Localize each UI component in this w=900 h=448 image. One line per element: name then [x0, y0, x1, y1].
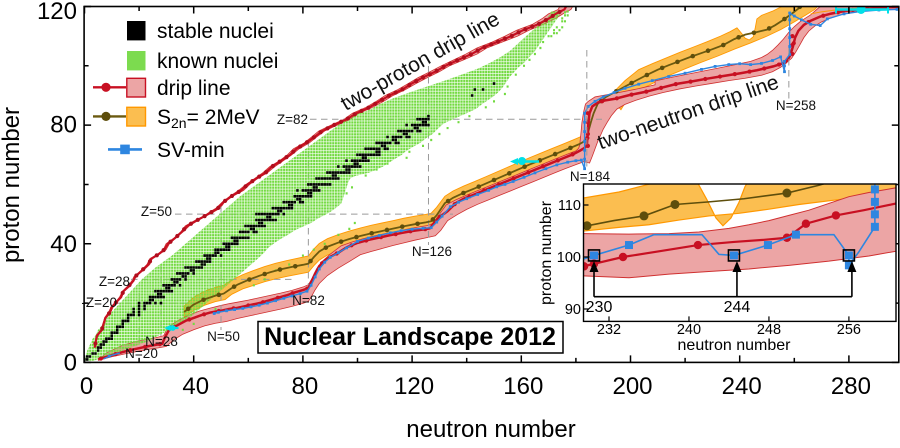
svg-text:240: 240 [677, 322, 701, 338]
svg-text:proton number: proton number [538, 200, 555, 305]
svg-text:244: 244 [724, 299, 751, 316]
svg-text:248: 248 [757, 322, 781, 338]
svg-text:0: 0 [80, 373, 93, 400]
svg-text:N=50: N=50 [207, 329, 240, 344]
svg-text:40: 40 [50, 231, 77, 258]
svg-text:drip line: drip line [157, 77, 231, 100]
svg-text:120: 120 [37, 0, 77, 25]
svg-text:232: 232 [597, 322, 621, 338]
svg-text:N=28: N=28 [145, 334, 178, 349]
svg-text:80: 80 [50, 112, 77, 139]
svg-text:100: 100 [557, 250, 581, 266]
svg-text:160: 160 [503, 373, 543, 400]
svg-text:N=82: N=82 [292, 293, 325, 308]
svg-text:280: 280 [831, 373, 871, 400]
svg-text:110: 110 [558, 198, 581, 214]
svg-text:200: 200 [612, 373, 652, 400]
svg-text:known nuclei: known nuclei [157, 50, 278, 73]
svg-text:neutron number: neutron number [406, 416, 575, 443]
svg-text:N=20: N=20 [125, 346, 158, 361]
svg-text:230: 230 [586, 299, 613, 316]
svg-text:Z=50: Z=50 [141, 204, 172, 219]
svg-text:N=184: N=184 [570, 169, 611, 184]
svg-text:240: 240 [722, 373, 762, 400]
svg-text:120: 120 [394, 373, 434, 400]
svg-text:neutron number: neutron number [678, 337, 792, 354]
svg-text:256: 256 [837, 322, 861, 338]
svg-text:stable nuclei: stable nuclei [157, 20, 274, 43]
svg-text:0: 0 [64, 349, 77, 376]
svg-text:N=126: N=126 [412, 244, 452, 259]
svg-text:Nuclear Landscape 2012: Nuclear Landscape 2012 [264, 323, 556, 351]
svg-text:proton number: proton number [0, 107, 25, 263]
svg-text:SV-min: SV-min [157, 139, 225, 162]
svg-text:N=258: N=258 [776, 98, 816, 113]
svg-text:90: 90 [565, 302, 581, 318]
svg-text:40: 40 [182, 373, 209, 400]
svg-text:80: 80 [292, 373, 319, 400]
svg-text:Z=82: Z=82 [277, 112, 308, 127]
svg-text:-Z=20: -Z=20 [81, 295, 117, 310]
svg-text:Z=28: Z=28 [99, 274, 130, 289]
